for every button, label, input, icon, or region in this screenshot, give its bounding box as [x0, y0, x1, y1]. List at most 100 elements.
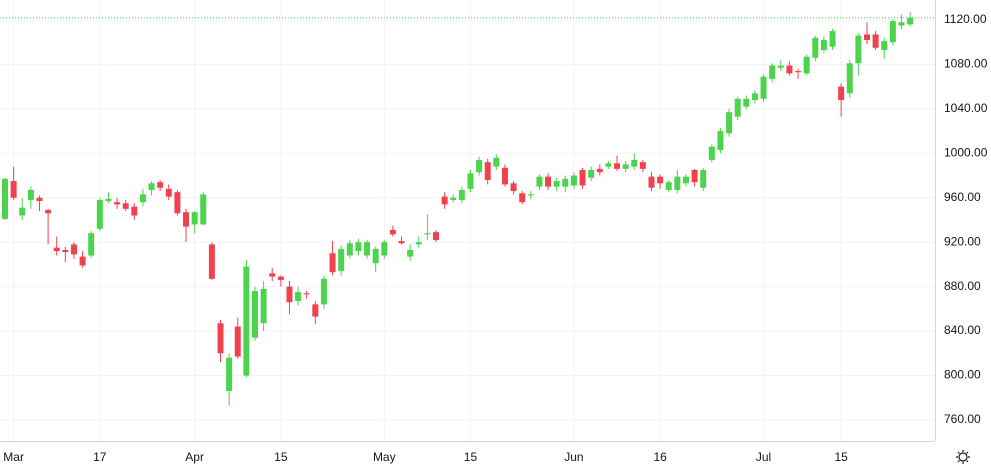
candle-body	[295, 292, 302, 302]
candle-body	[19, 207, 26, 216]
candle-body	[62, 249, 69, 253]
candle-body	[605, 163, 612, 167]
settings-icon[interactable]	[956, 450, 970, 464]
y-tick-label: 1040.00	[944, 101, 988, 115]
x-tick-label: May	[373, 450, 396, 464]
candle-body	[208, 244, 215, 279]
x-tick-label: 15	[834, 450, 848, 464]
candle-body	[407, 249, 414, 257]
candle-body	[433, 232, 439, 240]
x-tick-label: Apr	[185, 450, 204, 464]
candle-body	[493, 157, 500, 167]
candle-body	[501, 167, 508, 185]
y-tick-label: 800.00	[944, 368, 981, 382]
candle-body	[596, 168, 603, 173]
candle-body	[665, 182, 672, 190]
candle-body	[53, 247, 60, 252]
candle-body	[226, 357, 233, 392]
candle-body	[682, 176, 689, 184]
candle-body	[536, 176, 543, 187]
y-tick-label: 1080.00	[944, 57, 988, 71]
candle-body	[346, 243, 353, 256]
candle-body	[79, 256, 86, 266]
candle-body	[708, 146, 715, 160]
candle-body	[114, 202, 121, 205]
candle-body	[872, 34, 879, 48]
candle-body	[864, 34, 870, 40]
candle-body	[338, 248, 345, 272]
candle-body	[191, 212, 198, 225]
candle-body	[898, 22, 905, 26]
candle-body	[760, 76, 767, 99]
candle-body	[786, 65, 793, 74]
candle-body	[743, 98, 750, 107]
candle-body	[639, 162, 646, 169]
candle-body	[510, 183, 517, 192]
y-tick-label: 920.00	[944, 234, 981, 248]
candle-body	[36, 197, 43, 202]
candle-body	[260, 288, 267, 324]
candle-body	[45, 209, 52, 214]
candle-body	[614, 163, 621, 169]
candle-body	[519, 193, 526, 203]
candle-body	[286, 286, 293, 303]
candle-body	[364, 242, 371, 256]
candle-body	[458, 189, 465, 200]
candle-body	[398, 241, 405, 244]
candle-body	[769, 65, 776, 79]
candle-body	[372, 248, 379, 264]
candle-body	[441, 196, 448, 205]
candle-body	[553, 181, 560, 187]
candle-body	[777, 65, 784, 68]
candle-body	[803, 56, 810, 74]
candle-body	[70, 244, 77, 255]
y-tick-label: 760.00	[944, 412, 981, 426]
candle-body	[527, 194, 534, 196]
candle-body	[562, 178, 569, 187]
x-tick-label: 15	[274, 450, 288, 464]
candle-body	[139, 194, 146, 203]
candle-body	[269, 273, 276, 277]
candle-body	[467, 173, 474, 189]
candle-body	[174, 192, 181, 214]
candle-body	[881, 41, 888, 50]
candle-body	[622, 164, 629, 169]
candle-body	[424, 233, 431, 235]
candle-body	[838, 86, 845, 100]
candle-body	[105, 198, 112, 202]
candle-body	[648, 176, 655, 188]
candle-body	[657, 176, 664, 184]
candle-body	[450, 197, 457, 200]
candle-body	[27, 189, 34, 200]
candle-body	[320, 278, 327, 305]
candle-body	[484, 162, 491, 180]
candle-body	[312, 304, 319, 317]
candle-body	[734, 98, 741, 117]
candle-body	[751, 93, 758, 100]
candle-body	[200, 194, 207, 225]
candle-body	[820, 39, 827, 50]
y-tick-label: 960.00	[944, 190, 981, 204]
candle-body	[157, 182, 164, 188]
candle-body	[234, 326, 241, 357]
candle-body	[2, 178, 8, 219]
candle-body	[691, 169, 698, 183]
candle-body	[122, 203, 129, 209]
x-tick-label: 17	[93, 450, 107, 464]
candle-body	[795, 71, 802, 73]
candle-body	[846, 63, 853, 94]
candle-body	[96, 199, 103, 229]
candle-body	[812, 37, 819, 58]
candle-body	[717, 131, 724, 150]
candle-body	[674, 176, 681, 190]
candle-body	[303, 293, 310, 295]
candle-body	[570, 175, 577, 186]
candle-body	[588, 169, 595, 178]
candle-body	[88, 233, 95, 256]
candle-body	[726, 112, 733, 134]
candle-body	[829, 31, 836, 47]
x-tick-label: 15	[464, 450, 478, 464]
candle-body	[329, 253, 336, 273]
y-tick-label: 1120.00	[944, 12, 987, 26]
